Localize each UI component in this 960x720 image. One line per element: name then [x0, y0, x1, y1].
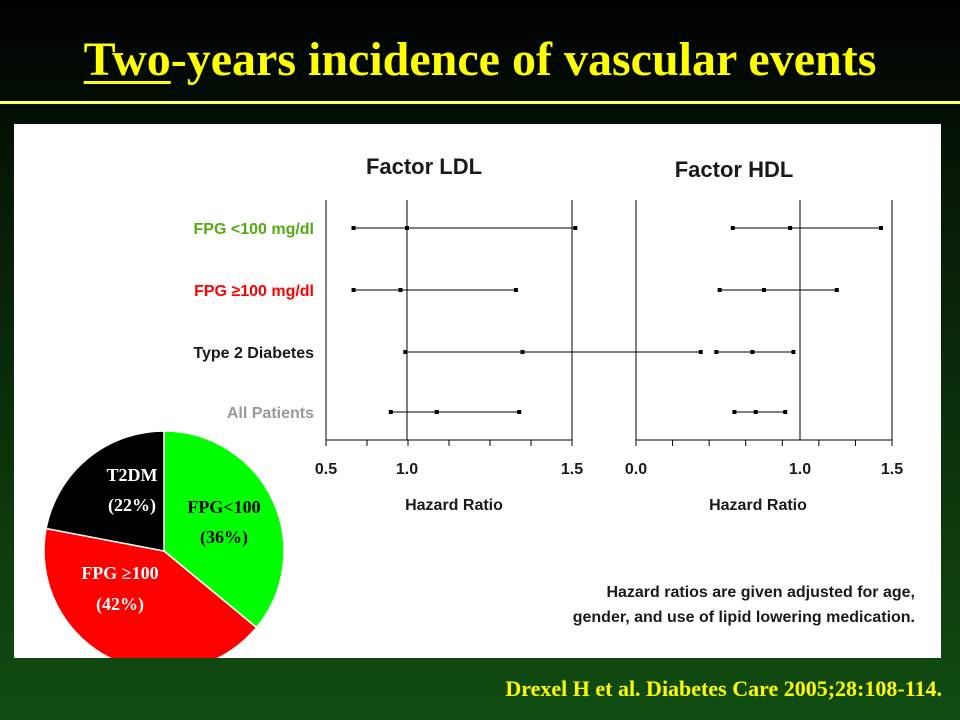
hdl-estimate-marker [788, 226, 793, 230]
footnote-line-2: gender, and use of lipid lowering medica… [572, 609, 915, 626]
ldl-estimate-marker [405, 226, 409, 230]
hdl-chart-title: Factor HDL [675, 157, 794, 182]
ldl-x-tick-label: 1.5 [561, 461, 583, 478]
hdl-x-axis-label: Hazard Ratio [709, 497, 807, 514]
hdl-ci-upper-marker [783, 410, 788, 414]
ldl-ci-lower-marker [403, 350, 408, 354]
row-label: FPG ≥100 mg/dl [194, 283, 314, 300]
ldl-x-tick-label: 0.5 [315, 461, 337, 478]
hdl-x-tick-label: 0.0 [625, 461, 647, 478]
ldl-chart-title: Factor LDL [366, 154, 482, 179]
chart-panel: FPG <100 mg/dl FPG ≥100 mg/dl Type 2 Diabe… [14, 124, 941, 658]
hdl-x-tick-label: 1.0 [789, 461, 811, 478]
ldl-ci-upper-marker [513, 288, 518, 292]
ldl-ci-upper-marker [517, 410, 522, 414]
pie-slice [45, 430, 165, 552]
ldl-estimate-marker [434, 410, 439, 414]
ldl-ci-upper-marker [698, 350, 703, 354]
footnote-line-1: Hazard ratios are given adjusted for age… [606, 584, 915, 601]
title-rest: -years incidence of vascular events [170, 33, 877, 86]
pie-slice [163, 430, 285, 629]
hdl-estimate-marker [753, 410, 758, 414]
row-label: FPG <100 mg/dl [194, 221, 314, 238]
title-divider [0, 101, 960, 104]
pie-slice-label: T2DM [107, 465, 158, 485]
pie-slice-percent: (42%) [96, 594, 144, 615]
ldl-estimate-marker [520, 350, 525, 354]
row-label: All Patients [227, 405, 314, 422]
title-underlined-part: Two [83, 33, 171, 86]
pie-slice [43, 527, 258, 658]
pie-slice-label: FPG<100 [187, 497, 260, 517]
citation: Drexel H et al. Diabetes Care 2005;28:10… [505, 676, 942, 701]
hdl-ci-lower-marker [730, 226, 735, 230]
hdl-ci-lower-marker [714, 350, 719, 354]
pie-slice-label: FPG ≥100 [81, 563, 158, 583]
ldl-ci-lower-marker [388, 410, 393, 414]
hdl-ci-upper-marker [878, 226, 883, 230]
forest-plot-and-pie-chart: FPG <100 mg/dl FPG ≥100 mg/dl Type 2 Diabe… [43, 154, 903, 658]
hdl-ci-upper-marker [791, 350, 796, 354]
hdl-ci-upper-marker [834, 288, 839, 292]
hdl-estimate-marker [761, 288, 766, 292]
hdl-ci-lower-marker [732, 410, 737, 414]
slide-title: Two-years incidence of vascular events [0, 30, 960, 90]
ldl-ci-upper-marker [573, 226, 578, 230]
row-label: Type 2 Diabetes [193, 345, 314, 362]
hdl-ci-lower-marker [717, 288, 722, 292]
ldl-ci-lower-marker [351, 288, 356, 292]
ldl-ci-lower-marker [351, 226, 356, 230]
ldl-x-axis-label: Hazard Ratio [405, 497, 503, 514]
pie-slice-percent: (36%) [200, 527, 248, 548]
hdl-estimate-marker [750, 350, 755, 354]
hdl-x-tick-label: 1.5 [881, 461, 903, 478]
ldl-estimate-marker [398, 288, 403, 292]
pie-slice-percent: (22%) [108, 495, 156, 516]
ldl-x-tick-label: 1.0 [396, 461, 418, 478]
